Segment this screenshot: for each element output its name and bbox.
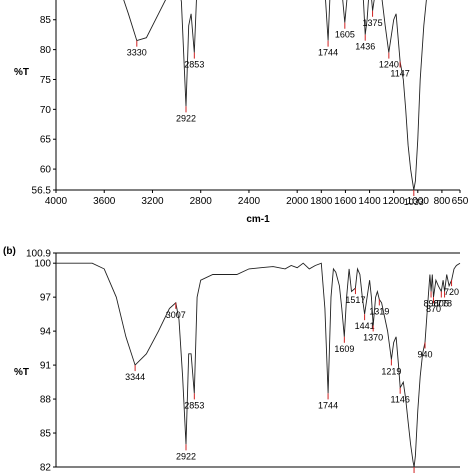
peak-label: 1517 [345, 295, 365, 305]
peak-label: 2853 [184, 400, 204, 410]
peak-label: 720 [444, 287, 459, 297]
x-tick-label: 800 [434, 196, 451, 207]
y-tick-label: 60 [40, 165, 52, 176]
peak-label: 1744 [318, 48, 338, 58]
peak-label: 3007 [166, 310, 186, 320]
x-tick-label: 1600 [334, 196, 357, 207]
spectrum-line [123, 0, 427, 190]
x-tick-label: 2800 [190, 196, 213, 207]
x-tick-label: 2400 [238, 196, 261, 207]
y-tick-label: 91 [40, 361, 52, 372]
x-tick-label: 2000 [286, 196, 309, 207]
panel-a-spectrum: %T cm-1 56.5 60 65 70 75 80 85 4000 3600 3200 2800… [14, 0, 469, 225]
peak-label: 1147 [390, 69, 409, 79]
peak-label: 1375 [363, 18, 383, 28]
peak-label: 1436 [355, 42, 375, 52]
x-tick-label: 1000 [407, 196, 430, 207]
peak-label: 1240 [379, 60, 399, 70]
panel-a-x-axis-label: cm-1 [246, 214, 270, 225]
peak-label: 1033 [404, 197, 424, 207]
x-tick-label: 3200 [141, 196, 164, 207]
panel-b-y-axis-label: %T [14, 367, 29, 378]
y-tick-label: 56.5 [32, 186, 52, 197]
peak-label: 3344 [125, 372, 145, 382]
x-tick-label: 4000 [45, 196, 68, 207]
x-tick-label: 1800 [310, 196, 333, 207]
y-tick-label: 85 [40, 15, 52, 26]
peak-label: 940 [418, 349, 433, 359]
y-tick-label: 82 [40, 463, 52, 474]
peak-label: 890 [424, 298, 439, 308]
y-tick-label: 65 [40, 135, 52, 146]
y-tick-label: 97 [40, 293, 52, 304]
x-tick-label: 1200 [383, 196, 406, 207]
peak-label: 1219 [381, 366, 401, 376]
y-tick-label: 70 [40, 105, 52, 116]
panel-b-label: (b) [3, 246, 16, 257]
peak-label: 1441 [355, 321, 375, 331]
peak-label: 2853 [184, 60, 204, 70]
y-tick-label: 85 [40, 429, 52, 440]
peak-label: 870 [426, 304, 441, 314]
x-tick-label: 1400 [358, 196, 381, 207]
panel-a-y-axis-label: %T [14, 67, 29, 78]
y-tick-label: 100 [34, 259, 51, 270]
peak-label: 778 [437, 298, 452, 308]
peak-label: 3330 [127, 48, 147, 58]
peak-label: 1605 [335, 30, 355, 40]
peak-label: 1609 [334, 344, 354, 354]
y-tick-label: 80 [40, 45, 52, 56]
y-tick-label: 94 [40, 327, 52, 338]
peak-label: 2922 [176, 113, 196, 123]
y-tick-label: 88 [40, 395, 52, 406]
peak-label: 1370 [363, 332, 383, 342]
peak-label: 1744 [318, 400, 338, 410]
peak-label: 2922 [176, 451, 196, 461]
x-tick-label: 650 [452, 196, 469, 207]
y-tick-label: 100.9 [26, 249, 51, 260]
y-tick-label: 75 [40, 75, 52, 86]
peak-label: 1146 [391, 395, 410, 405]
x-tick-label: 3600 [93, 196, 116, 207]
peak-label: 1319 [369, 306, 389, 316]
peak-label: 805 [434, 298, 449, 308]
spectrum-line [56, 262, 461, 468]
